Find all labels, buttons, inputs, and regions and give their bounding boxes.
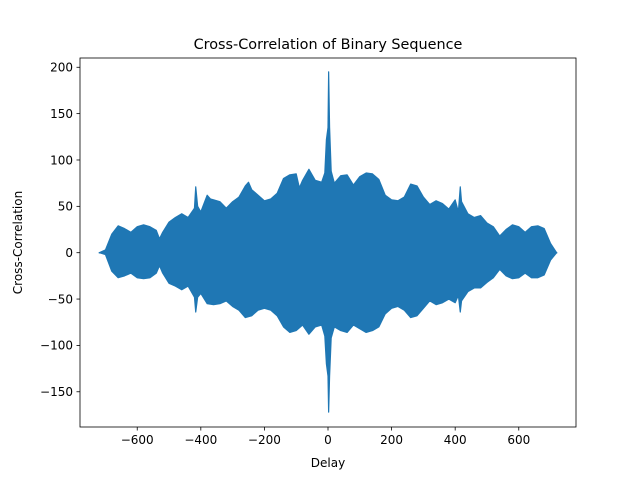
x-tick-label: −600: [121, 433, 154, 447]
y-axis-ticks: −150 −100 −50 0 50 100 150 200: [40, 61, 80, 399]
x-axis-label: Delay: [311, 456, 345, 470]
y-tick-label: −150: [40, 385, 73, 399]
x-tick-label: 200: [380, 433, 403, 447]
y-tick-label: 150: [50, 107, 73, 121]
series-group: [98, 71, 558, 413]
y-tick-label: 200: [50, 61, 73, 75]
y-axis-label: Cross-Correlation: [11, 191, 25, 294]
x-axis-ticks: −600 −400 −200 0 200 400 600: [121, 427, 530, 447]
x-tick-label: 0: [324, 433, 332, 447]
x-tick-label: −200: [248, 433, 281, 447]
y-tick-label: 0: [65, 246, 73, 260]
x-tick-label: 400: [444, 433, 467, 447]
axes-frame: [79, 57, 577, 428]
x-tick-label: 600: [507, 433, 530, 447]
y-tick-label: 100: [50, 153, 73, 167]
x-tick-label: −400: [184, 433, 217, 447]
correlation-series-band: [98, 71, 558, 413]
chart-title: Cross-Correlation of Binary Sequence: [194, 37, 463, 53]
y-tick-label: −100: [40, 339, 73, 353]
y-tick-label: −50: [48, 292, 73, 306]
plot-area: [80, 58, 576, 427]
y-tick-label: 50: [58, 200, 73, 214]
